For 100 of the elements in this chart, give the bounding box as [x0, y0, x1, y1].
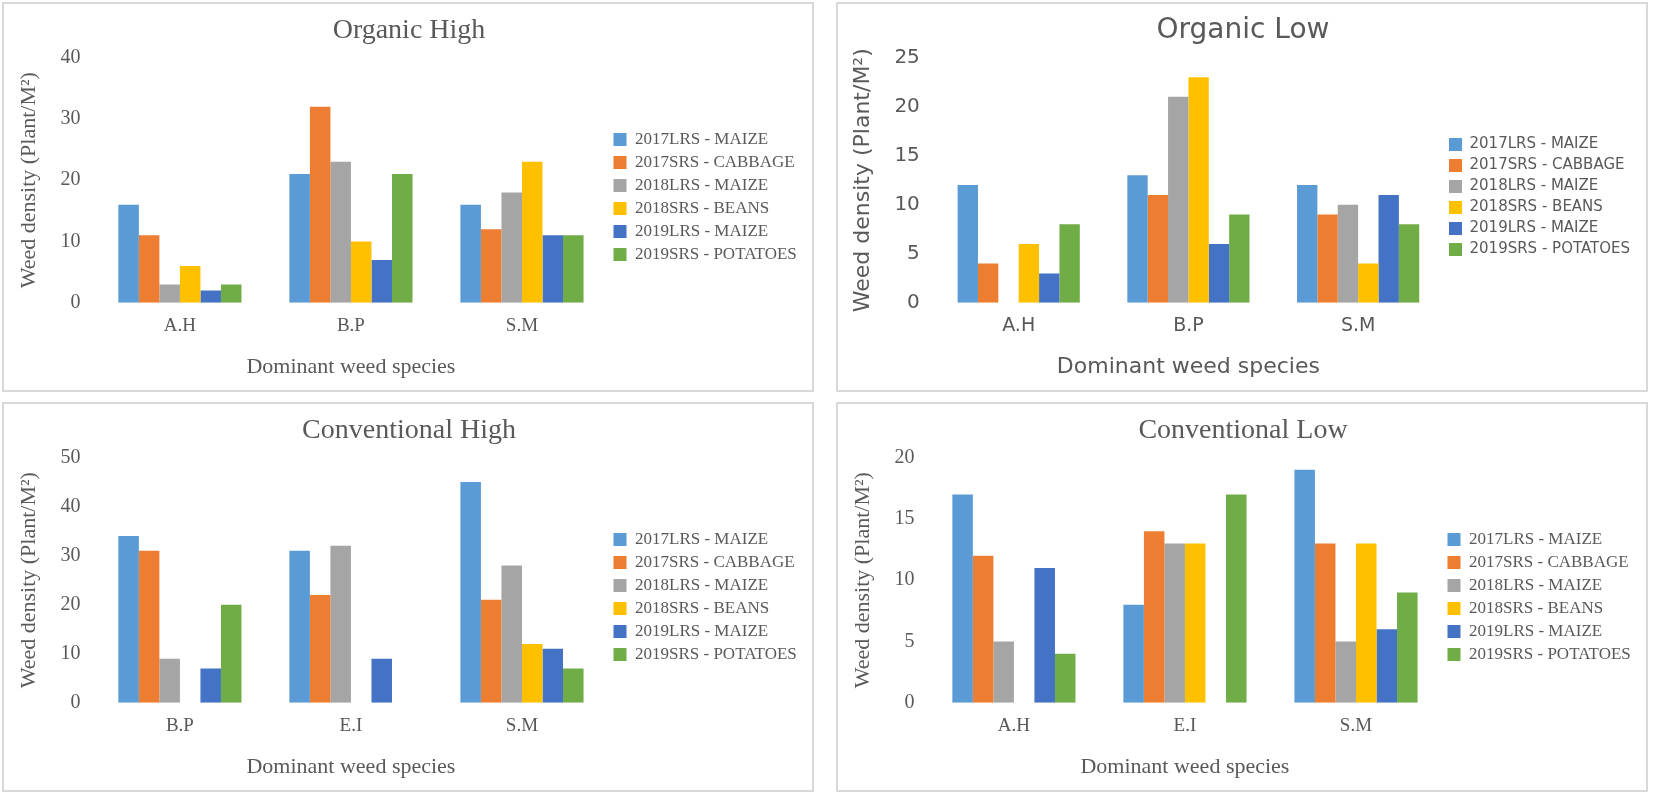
legend-label: 2017LRS - MAIZE	[1469, 528, 1603, 548]
bar	[957, 185, 978, 303]
legend-label: 2019SRS - POTATOES	[1469, 239, 1631, 258]
bar	[1297, 185, 1318, 303]
y-tick-label: 15	[894, 141, 920, 166]
legend-label: 2018SRS - BEANS	[635, 197, 770, 217]
bar	[1188, 77, 1209, 303]
legend-label: 2019SRS - POTATOES	[635, 243, 797, 263]
legend-label: 2019SRS - POTATOES	[1469, 643, 1631, 663]
bar	[480, 599, 502, 703]
legend-label: 2018SRS - BEANS	[1469, 197, 1603, 216]
x-tick-label: B.P	[165, 714, 194, 736]
bar	[993, 641, 1014, 703]
legend-label: 2018LRS - MAIZE	[1469, 176, 1599, 195]
bar	[1039, 273, 1060, 303]
bar	[330, 161, 351, 303]
bar	[480, 229, 502, 303]
x-tick-label: E.I	[339, 714, 363, 736]
chart-title: Organic Low	[1156, 12, 1330, 46]
legend-label: 2017LRS - MAIZE	[635, 528, 769, 548]
x-tick-label: S.M	[505, 314, 539, 336]
y-axis-title: Weed density (Plant/M²)	[848, 472, 874, 689]
x-axis-title: Dominant weed species	[246, 752, 456, 778]
y-tick-label: 50	[60, 444, 81, 467]
bar	[521, 161, 543, 303]
legend-label: 2017SRS - CABBAGE	[1469, 155, 1625, 174]
y-tick-label: 20	[894, 92, 920, 117]
x-tick-label: B.P	[1173, 313, 1204, 336]
bar	[952, 494, 973, 703]
legend-label: 2017SRS - CABBAGE	[635, 151, 795, 171]
bar	[118, 536, 139, 703]
bar	[1143, 531, 1165, 703]
bar	[460, 204, 481, 303]
y-axis-title: Weed density (Plant/M²)	[14, 72, 40, 289]
bar	[1378, 194, 1399, 303]
y-axis-title: Weed density (Plant/M²)	[848, 48, 874, 313]
bar	[1226, 494, 1247, 703]
y-tick-label: 0	[70, 690, 81, 713]
x-tick-label: E.I	[1173, 714, 1197, 736]
chart-title: Conventional High	[302, 413, 516, 445]
y-tick-label: 10	[60, 641, 81, 664]
bar	[460, 482, 481, 703]
x-tick-label: B.P	[336, 314, 365, 336]
legend-label: 2018LRS - MAIZE	[635, 574, 769, 594]
bar	[220, 604, 242, 703]
bar	[330, 545, 351, 703]
x-tick-label: A.H	[1002, 313, 1036, 336]
bar	[1397, 592, 1418, 703]
bar	[200, 290, 221, 303]
y-tick-label: 10	[60, 228, 81, 251]
legend-label: 2018SRS - BEANS	[1469, 597, 1604, 617]
legend-label: 2019LRS - MAIZE	[1469, 218, 1599, 237]
y-tick-label: 30	[60, 106, 81, 129]
bar	[392, 174, 413, 303]
bar	[1018, 243, 1040, 303]
x-axis-title: Dominant weed species	[246, 352, 456, 378]
bar	[159, 284, 180, 303]
y-tick-label: 40	[60, 493, 81, 516]
bar	[977, 263, 999, 303]
bar	[1355, 543, 1377, 703]
y-tick-label: 20	[60, 167, 81, 190]
bar	[1314, 543, 1336, 703]
bar	[371, 658, 392, 703]
bar	[1229, 214, 1250, 303]
bar	[371, 259, 392, 303]
legend-label: 2017LRS - MAIZE	[1469, 134, 1599, 153]
y-tick-label: 25	[894, 43, 920, 68]
legend-label: 2017SRS - CABBAGE	[635, 551, 795, 571]
bar	[1123, 604, 1144, 703]
y-tick-label: 0	[70, 290, 81, 313]
bar	[289, 550, 310, 703]
bar	[1164, 543, 1185, 703]
bar	[1358, 263, 1379, 303]
bar	[220, 284, 242, 303]
x-tick-label: S.M	[1340, 313, 1376, 336]
bar	[521, 643, 543, 703]
legend-label: 2017LRS - MAIZE	[635, 128, 769, 148]
bar	[159, 658, 180, 703]
legend-label: 2017SRS - CABBAGE	[1469, 551, 1629, 571]
legend-label: 2018LRS - MAIZE	[635, 174, 769, 194]
legend-label: 2018SRS - BEANS	[635, 597, 770, 617]
y-tick-label: 20	[60, 591, 81, 614]
bar	[972, 555, 994, 703]
y-tick-label: 40	[60, 44, 81, 67]
x-tick-label: S.M	[505, 714, 539, 736]
bar	[1376, 629, 1398, 703]
x-tick-label: S.M	[1339, 714, 1373, 736]
bar	[1127, 175, 1148, 303]
bar	[1317, 214, 1338, 303]
y-tick-label: 20	[894, 444, 915, 467]
bar	[1059, 224, 1080, 303]
x-tick-label: A.H	[163, 314, 197, 336]
y-tick-label: 30	[60, 542, 81, 565]
bar	[309, 106, 331, 303]
y-tick-label: 5	[904, 628, 915, 651]
y-tick-label: 10	[894, 567, 915, 590]
bar	[563, 668, 584, 703]
bar	[542, 648, 564, 703]
x-axis-title: Dominant weed species	[1056, 352, 1320, 378]
legend-label: 2018LRS - MAIZE	[1469, 574, 1603, 594]
